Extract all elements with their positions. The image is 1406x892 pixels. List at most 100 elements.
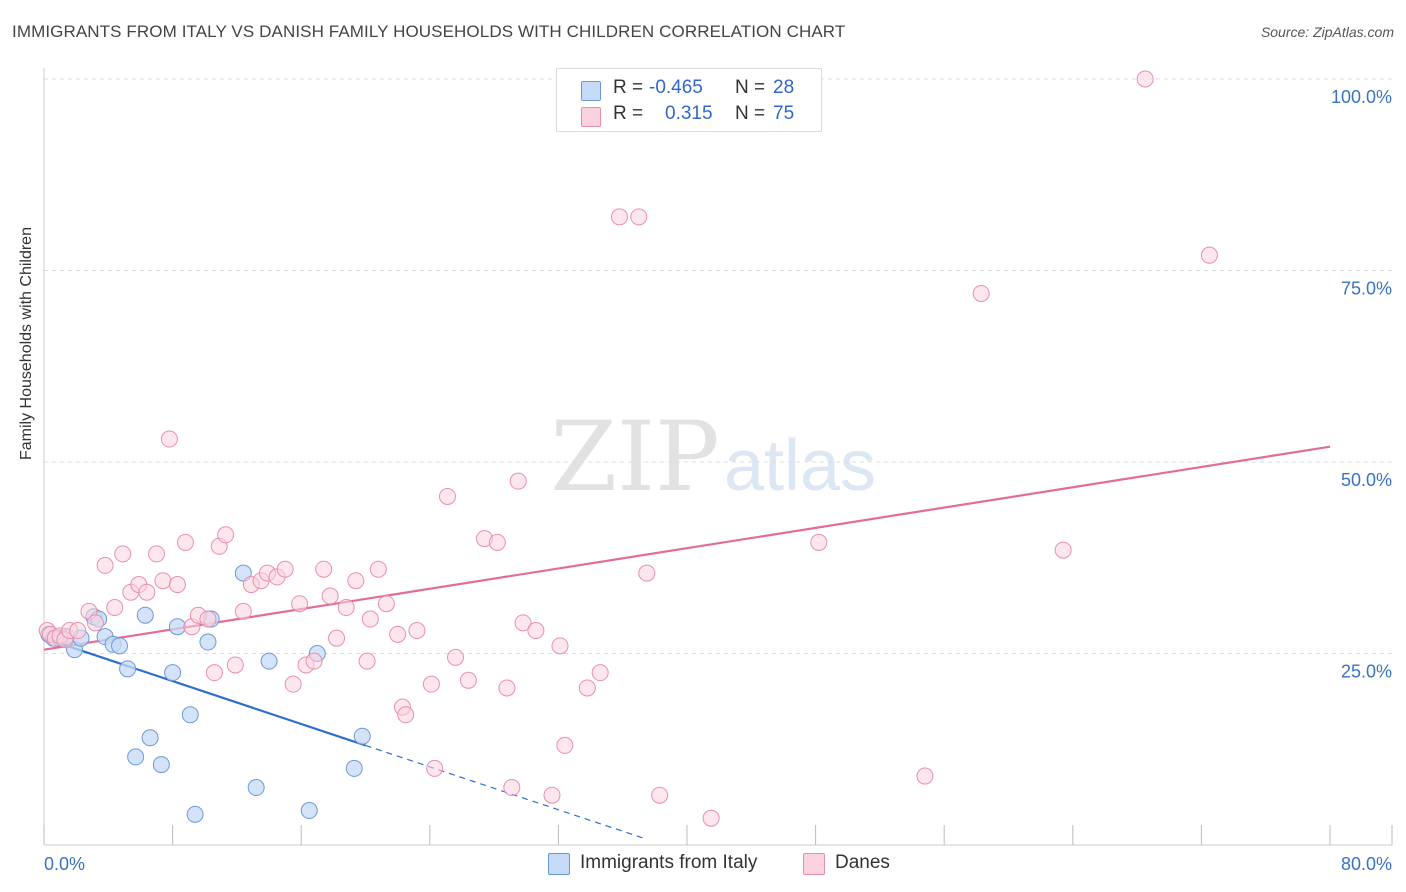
danes-point: [361, 610, 379, 628]
danes-point: [972, 284, 990, 302]
legend-n-value: 28: [773, 77, 795, 98]
danes-point: [328, 629, 346, 647]
danes-point: [217, 526, 235, 544]
danes-point: [1136, 70, 1154, 88]
y-axis-label: Family Households with Children: [18, 227, 35, 460]
danes-point: [488, 533, 506, 551]
danes-point: [459, 671, 477, 689]
italy-point: [186, 805, 204, 823]
danes-point: [527, 622, 545, 640]
series-danes-points: [38, 70, 1218, 827]
danes-point: [148, 545, 166, 563]
watermark-atlas: atlas: [724, 426, 876, 506]
danes-point: [321, 587, 339, 605]
bottom-legend-swatch-italy: [548, 853, 570, 875]
italy-point: [164, 664, 182, 682]
danes-point: [369, 560, 387, 578]
danes-point: [305, 652, 323, 670]
danes-point: [358, 652, 376, 670]
danes-point: [397, 706, 415, 724]
watermark: ZIP atlas: [550, 401, 876, 513]
correlation-legend: R = -0.465 N = 28 R = 0.315 N = 75: [556, 68, 822, 132]
danes-point: [176, 533, 194, 551]
watermark-zip: ZIP: [550, 401, 719, 513]
y-tick-label: 100.0%: [1331, 87, 1392, 107]
danes-point: [106, 599, 124, 617]
danes-point: [514, 614, 532, 632]
danes-point: [638, 564, 656, 582]
danes-point: [337, 599, 355, 617]
y-tick-label: 25.0%: [1341, 662, 1392, 682]
danes-point: [610, 208, 628, 226]
danes-point: [226, 656, 244, 674]
legend-swatch-danes: [581, 107, 601, 127]
legend-r-label: R =: [613, 103, 644, 124]
danes-trend-line: [43, 445, 1331, 651]
italy-point: [141, 729, 159, 747]
danes-point: [160, 430, 178, 448]
danes-point: [1054, 541, 1072, 559]
legend-n-label: N =: [735, 103, 766, 124]
danes-point: [291, 595, 309, 613]
italy-point: [247, 779, 265, 797]
danes-point: [591, 664, 609, 682]
italy-point: [119, 660, 137, 678]
legend-r-value: -0.465: [649, 77, 703, 98]
italy-point: [199, 633, 217, 651]
danes-point: [154, 572, 172, 590]
x-tick-label-min: 0.0%: [44, 854, 85, 874]
danes-point: [377, 595, 395, 613]
italy-point: [300, 802, 318, 820]
danes-point: [556, 736, 574, 754]
italy-point: [127, 748, 145, 766]
danes-point: [543, 786, 561, 804]
danes-point: [389, 625, 407, 643]
danes-point: [651, 786, 669, 804]
danes-point: [205, 664, 223, 682]
danes-point: [114, 545, 132, 563]
danes-point: [509, 472, 527, 490]
danes-point: [69, 622, 87, 640]
danes-point: [199, 610, 217, 628]
italy-point: [345, 759, 363, 777]
italy-point: [111, 637, 129, 655]
danes-point: [426, 759, 444, 777]
italy-point: [168, 618, 186, 636]
danes-point: [276, 560, 294, 578]
bottom-legend-label-danes: Danes: [835, 852, 890, 873]
legend-n-value: 75: [773, 103, 795, 124]
legend-r-label: R =: [613, 77, 644, 98]
danes-point: [447, 648, 465, 666]
danes-point: [498, 679, 516, 697]
bottom-legend-swatch-danes: [803, 853, 825, 875]
italy-point: [152, 756, 170, 774]
danes-point: [315, 560, 333, 578]
danes-point: [96, 556, 114, 574]
danes-point: [578, 679, 596, 697]
danes-point: [138, 583, 156, 601]
danes-point: [810, 533, 828, 551]
italy-trend-line: [43, 637, 366, 747]
danes-point: [347, 572, 365, 590]
danes-point: [551, 637, 569, 655]
legend-r-value: 0.315: [665, 103, 713, 124]
danes-point: [284, 675, 302, 693]
bottom-legend-label-italy: Immigrants from Italy: [580, 852, 758, 873]
italy-point: [234, 564, 252, 582]
danes-point: [916, 767, 934, 785]
danes-point: [1200, 246, 1218, 264]
x-tick-label-max: 80.0%: [1341, 854, 1392, 874]
danes-point: [438, 487, 456, 505]
danes-point: [702, 809, 720, 827]
italy-point: [260, 652, 278, 670]
italy-point: [136, 606, 154, 624]
chart-title: IMMIGRANTS FROM ITALY VS DANISH FAMILY H…: [12, 22, 846, 41]
y-tick-label: 50.0%: [1341, 470, 1392, 490]
danes-point: [168, 576, 186, 594]
danes-point: [408, 622, 426, 640]
danes-point: [503, 779, 521, 797]
danes-point: [422, 675, 440, 693]
danes-point: [234, 602, 252, 620]
italy-point: [181, 706, 199, 724]
